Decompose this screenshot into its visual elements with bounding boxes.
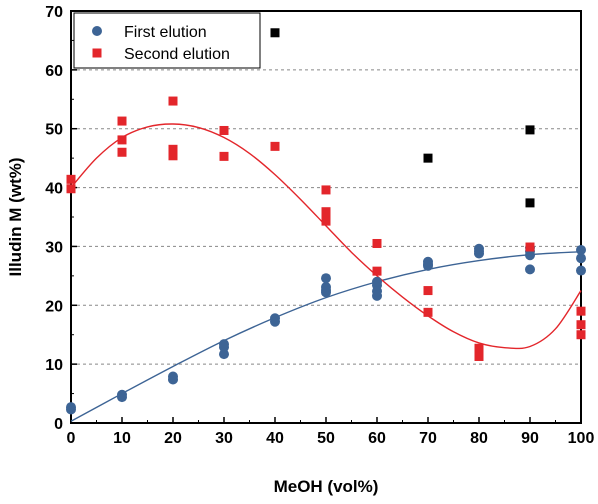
x-tick-label: 10 — [113, 430, 131, 447]
x-tick-label: 70 — [419, 430, 437, 447]
data-point — [576, 244, 586, 255]
legend: First elution Second elution — [73, 12, 261, 69]
data-point — [321, 273, 331, 284]
data-point — [270, 313, 280, 324]
data-point — [474, 343, 484, 353]
data-point — [117, 135, 127, 145]
data-point — [117, 147, 127, 157]
data-point — [270, 28, 280, 38]
axis-ticks: 0 10 20 30 40 50 60 70 80 90 100 0 10 20 30 40 50 60 70 — [45, 4, 594, 447]
fit-curve-series-2 — [70, 123, 582, 350]
y-axis-title: Illudin M (wt%) — [6, 158, 25, 277]
y-tick-label: 50 — [45, 122, 63, 139]
data-point — [168, 144, 178, 154]
data-point — [423, 153, 433, 163]
legend-label: First elution — [124, 24, 207, 41]
y-tick-label: 60 — [45, 63, 63, 80]
legend-marker — [92, 26, 102, 36]
data-point — [372, 238, 382, 248]
data-point — [117, 389, 127, 400]
data-point — [372, 276, 382, 287]
x-tick-label: 0 — [67, 430, 76, 447]
legend-label: Second elution — [124, 46, 230, 63]
data-point — [576, 265, 586, 276]
x-tick-label: 40 — [266, 430, 284, 447]
data-point — [423, 256, 433, 267]
data-point — [219, 151, 229, 161]
data-point — [168, 96, 178, 106]
x-axis-title: MeOH (vol%) — [274, 477, 379, 496]
series-3-points — [270, 28, 535, 208]
x-tick-label: 20 — [164, 430, 182, 447]
data-point — [423, 286, 433, 296]
data-point — [525, 198, 535, 208]
data-point — [270, 141, 280, 151]
data-point — [321, 212, 331, 222]
data-point — [525, 125, 535, 135]
series-1-points — [66, 242, 586, 415]
x-tick-label: 60 — [368, 430, 386, 447]
y-tick-label: 40 — [45, 181, 63, 198]
x-tick-label: 90 — [521, 430, 539, 447]
data-point — [66, 174, 76, 184]
y-tick-label: 70 — [45, 4, 63, 21]
data-point — [66, 402, 76, 413]
x-tick-label: 80 — [470, 430, 488, 447]
data-point — [576, 320, 586, 330]
series-2-points — [66, 96, 586, 361]
data-point — [321, 185, 331, 195]
y-tick-label: 10 — [45, 357, 63, 374]
y-tick-label: 0 — [54, 416, 63, 433]
data-point — [576, 253, 586, 264]
data-point — [321, 207, 331, 217]
x-tick-label: 30 — [215, 430, 233, 447]
data-point — [66, 184, 76, 194]
data-point — [372, 266, 382, 276]
data-point — [168, 151, 178, 161]
data-point — [576, 330, 586, 340]
legend-marker — [92, 48, 102, 58]
data-point — [168, 371, 178, 382]
fit-curve-series-1 — [70, 251, 582, 422]
data-point — [423, 307, 433, 317]
data-point — [576, 306, 586, 316]
legend-box — [73, 12, 261, 69]
y-tick-label: 30 — [45, 239, 63, 256]
data-point — [219, 339, 229, 350]
data-point — [525, 242, 535, 252]
data-point — [219, 349, 229, 360]
data-point — [219, 125, 229, 135]
x-tick-label: 100 — [568, 430, 595, 447]
data-point — [525, 264, 535, 275]
y-tick-label: 20 — [45, 298, 63, 315]
data-point — [117, 116, 127, 126]
x-tick-label: 50 — [317, 430, 335, 447]
data-point — [321, 282, 331, 293]
data-point — [474, 243, 484, 254]
